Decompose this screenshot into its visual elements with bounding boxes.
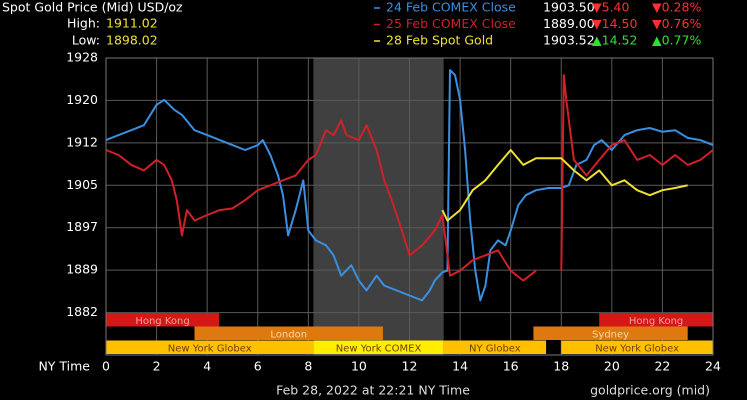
x-tick-label: 18 [553,359,569,374]
session-label: Hong Kong [135,316,189,327]
high-value: 1911.02 [106,16,158,31]
price-line [441,149,688,222]
x-tick-label: 22 [654,359,670,374]
x-tick-label: 6 [254,359,262,374]
y-tick-label: 1897 [66,219,98,234]
legend-change: ▼5.40 [592,0,629,15]
session-bar [561,340,713,354]
legend-percent: ▼0.76% [652,16,701,31]
session-bar [533,326,688,340]
x-tick-label: 24 [705,359,721,374]
shaded-region [313,58,444,355]
legend-label: 24 Feb COMEX Close [386,0,516,15]
low-value: 1898.02 [106,33,158,48]
session-label: Hong Kong [629,316,683,327]
session-label: London [270,329,307,340]
x-tick-label: 8 [304,359,312,374]
session-label: New York Globex [595,343,679,354]
y-tick-label: 1889 [66,262,98,277]
y-tick-label: 1920 [66,92,98,107]
x-tick-label: 20 [604,359,620,374]
high-label: High: [67,16,100,31]
session-label: Sydney [592,329,629,340]
x-tick-label: 14 [452,359,468,374]
session-label: NY Globex [469,343,521,354]
session-bar [313,340,444,354]
x-tick-label: 0 [102,359,110,374]
y-tick-label: 1882 [66,304,98,319]
session-label: New York Globex [168,343,252,354]
session-bar [106,313,220,327]
legend-close: 1903.50 [543,0,595,15]
source: goldprice.org (mid) [590,383,710,398]
session-label: New York COMEX [336,343,422,354]
y-tick-label: 1912 [66,134,98,149]
y-tick-label: 1928 [66,50,98,65]
plot-frame [105,57,714,356]
price-line [105,74,714,282]
x-tick-label: 2 [153,359,161,374]
session-bar [599,313,713,327]
x-tick-label: 16 [503,359,519,374]
legend-percent: ▲0.77% [652,33,701,48]
session-bar [194,326,383,340]
footer: Feb 28, 2022 at 22:21 NY Time [276,383,470,398]
x-tick-label: 12 [402,359,418,374]
session-bar [443,340,547,354]
legend-close: 1889.00 [543,16,595,31]
legend-change: ▼14.50 [592,16,637,31]
chart-title: Spot Gold Price (Mid) USD/oz [2,0,183,15]
price-line [105,69,714,302]
x-axis-label: NY Time [38,359,90,374]
session-bar [106,340,314,354]
legend-change: ▲14.52 [592,33,637,48]
legend-label: 28 Feb Spot Gold [386,33,493,48]
x-tick-label: 4 [203,359,211,374]
y-tick-label: 1905 [66,177,98,192]
low-label: Low: [72,33,100,48]
legend-percent: ▼0.28% [652,0,701,15]
x-tick-label: 10 [351,359,367,374]
legend-label: 25 Feb COMEX Close [386,16,516,31]
legend-close: 1903.52 [543,33,595,48]
